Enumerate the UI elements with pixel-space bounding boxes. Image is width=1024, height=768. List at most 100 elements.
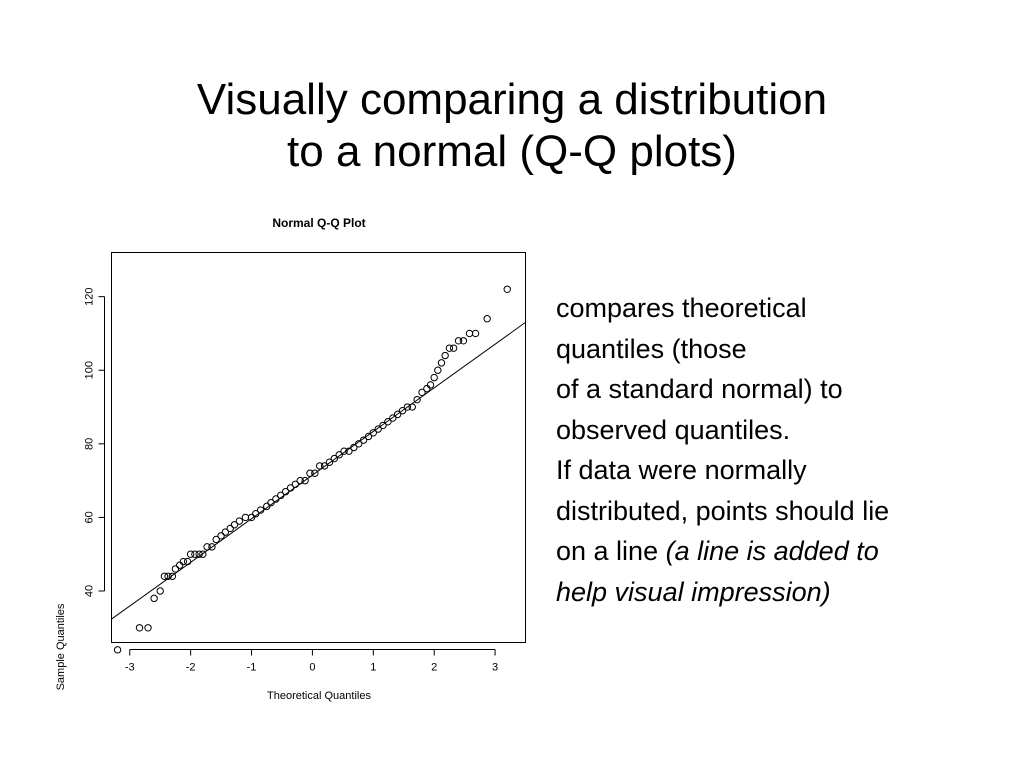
- data-point: [364, 432, 373, 441]
- slide-title: Visually comparing a distribution to a n…: [0, 74, 1024, 178]
- chart-title: Normal Q-Q Plot: [272, 216, 365, 230]
- data-point: [459, 337, 468, 345]
- data-point: [267, 498, 275, 507]
- description-line: distributed, points should lie: [556, 495, 890, 526]
- data-point: [423, 384, 431, 393]
- qq-plot-chart: Normal Q-Q Plot -3 -2 -1 0 1 2 3 406080100120 …: [55, 216, 526, 702]
- data-point: [359, 436, 368, 444]
- data-point: [272, 495, 280, 503]
- x-tick-label: 1: [370, 662, 376, 674]
- data-point: [311, 469, 319, 477]
- data-point: [230, 521, 239, 529]
- data-point: [306, 469, 314, 477]
- data-point: [221, 528, 230, 536]
- data-point: [449, 344, 458, 352]
- data-point: [465, 329, 474, 338]
- data-point: [325, 458, 334, 466]
- data-point: [164, 572, 172, 580]
- data-point: [441, 351, 449, 360]
- x-tick-label: -1: [247, 662, 257, 674]
- data-point: [203, 543, 211, 551]
- description-line: If data were normally: [556, 455, 807, 485]
- data-point: [340, 447, 348, 455]
- description-line: quantiles (those: [556, 333, 747, 364]
- x-tick-label: 0: [309, 662, 315, 674]
- data-point: [471, 329, 480, 338]
- description-line: on a line (a line is added to: [556, 531, 996, 572]
- description-italic: (a line is added to: [665, 536, 879, 566]
- data-point: [135, 624, 144, 632]
- x-tick-label: -3: [125, 662, 135, 674]
- x-tick-label: 3: [492, 662, 498, 674]
- x-axis-label: Theoretical Quantiles: [267, 690, 371, 702]
- data-point: [316, 462, 324, 470]
- data-point: [171, 565, 180, 573]
- title-line-1: Visually comparing a distribution: [196, 75, 828, 124]
- y-tick-label: 60: [84, 511, 96, 523]
- data-point: [408, 403, 416, 411]
- data-point: [168, 572, 177, 580]
- y-tick-label: 100: [84, 361, 96, 379]
- data-point: [335, 451, 343, 459]
- description-text: compares theoretical quantiles (those of…: [556, 288, 996, 612]
- data-point: [413, 395, 421, 404]
- data-point: [156, 587, 164, 595]
- data-point: [217, 532, 225, 540]
- data-point: [354, 440, 363, 448]
- data-point: [286, 484, 295, 492]
- data-point: [281, 487, 290, 496]
- description-plain: on a line: [556, 536, 666, 566]
- reference-line-layer: [111, 321, 526, 620]
- data-point: [160, 572, 169, 580]
- data-point: [186, 550, 195, 558]
- data-point: [389, 414, 397, 422]
- y-tick-label: 40: [84, 585, 96, 597]
- data-point: [374, 425, 382, 433]
- data-point: [426, 381, 435, 389]
- data-point: [226, 524, 234, 533]
- y-tick-label: 120: [84, 287, 96, 305]
- title-line-2: to a normal (Q-Q plots): [287, 127, 737, 176]
- plot-frame: [111, 252, 526, 643]
- data-point: [199, 550, 207, 558]
- data-point: [369, 429, 377, 437]
- data-point: [430, 373, 438, 382]
- data-point: [144, 624, 152, 632]
- data-point: [191, 550, 199, 558]
- data-point: [212, 535, 220, 544]
- data-point: [445, 344, 454, 352]
- data-point: [113, 646, 122, 654]
- x-tick-label: 2: [431, 662, 437, 674]
- data-point: [175, 561, 184, 569]
- data-point: [454, 337, 463, 345]
- points-layer: [113, 285, 511, 654]
- data-point: [235, 517, 244, 525]
- description-line: compares theoretical: [556, 293, 807, 323]
- data-point: [150, 594, 158, 603]
- reference-line: [111, 321, 526, 620]
- data-point: [195, 550, 203, 558]
- data-point: [320, 462, 329, 470]
- data-point: [384, 418, 392, 426]
- data-point: [179, 557, 188, 566]
- data-point: [252, 510, 260, 518]
- data-point: [398, 407, 407, 415]
- data-point: [330, 454, 339, 463]
- y-tick-label: 80: [84, 438, 96, 450]
- data-point: [256, 506, 265, 514]
- data-point: [241, 513, 250, 522]
- data-point: [183, 557, 192, 566]
- data-point: [291, 480, 300, 488]
- x-tick-label: -2: [186, 662, 196, 674]
- data-point: [208, 543, 216, 551]
- data-point: [393, 410, 402, 419]
- description-line: observed quantiles.: [556, 414, 791, 445]
- data-point: [503, 285, 511, 293]
- data-point: [434, 366, 442, 374]
- data-point: [379, 421, 387, 430]
- data-point: [418, 388, 426, 397]
- data-point: [403, 403, 412, 411]
- data-point: [296, 476, 304, 485]
- description-line: help visual impression): [556, 572, 996, 613]
- y-axis-label: Sample Quantiles: [55, 603, 67, 690]
